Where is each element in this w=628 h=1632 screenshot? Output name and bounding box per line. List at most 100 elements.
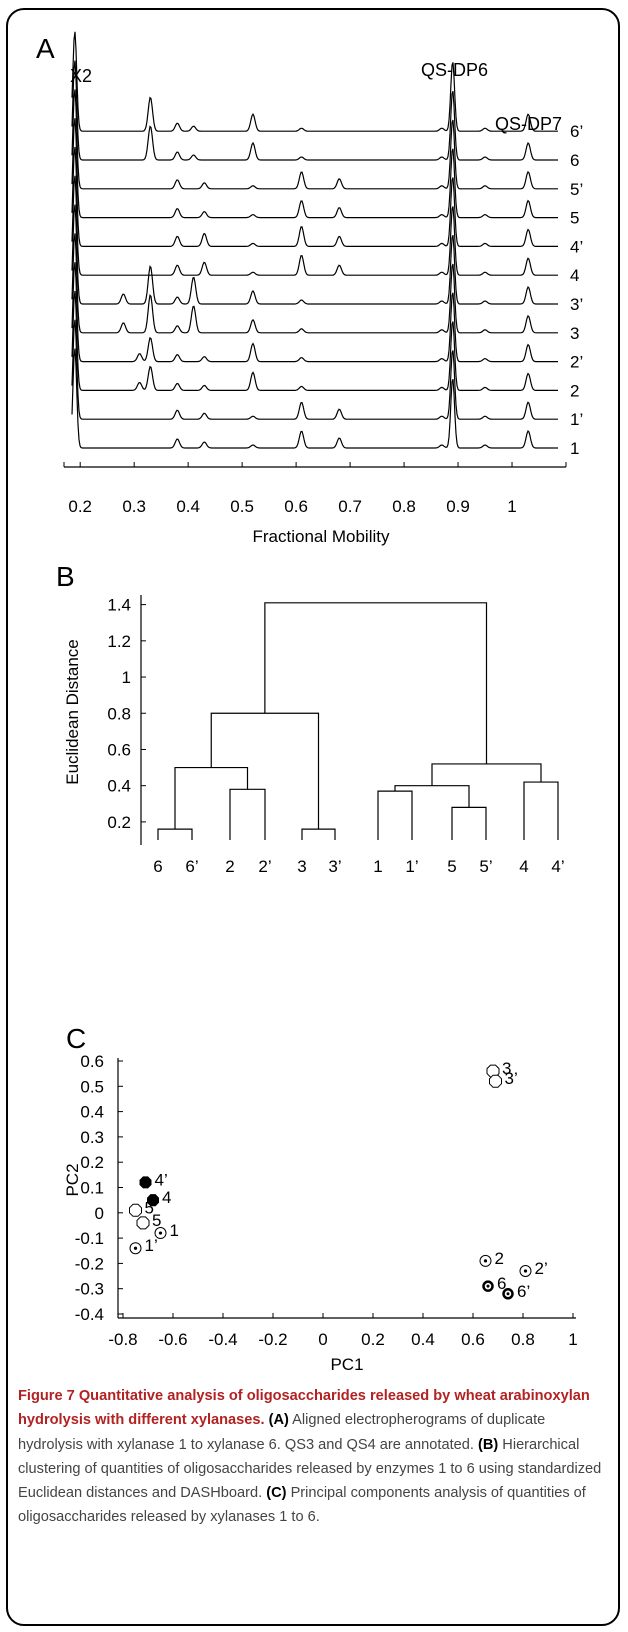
caption-c-label: (C) [266, 1485, 287, 1502]
figure-caption: Figure 7 Quantitative analysis of oligos… [18, 1384, 614, 1530]
x-tick-label: 0.6 [461, 1330, 485, 1349]
pca-point-5 [136, 1216, 150, 1230]
y-tick-label: 0.1 [80, 1179, 104, 1198]
trace-label-2’: 2’ [570, 353, 583, 372]
trace-label-6’: 6’ [570, 122, 583, 141]
peak-label-qs-dp6: QS-DP6 [421, 60, 488, 80]
panel-b-y-axis-label: Euclidean Distance [63, 639, 82, 785]
dendrogram-link [431, 763, 542, 786]
y-tick-label: 0.8 [107, 704, 131, 723]
y-tick-label: -0.1 [75, 1229, 104, 1248]
x-tick-label: 0.2 [361, 1330, 385, 1349]
y-tick-label: 0.4 [107, 777, 131, 796]
x-tick-label: 0.9 [446, 497, 470, 516]
dendrogram-link [210, 712, 320, 830]
x-tick-label: 0.4 [411, 1330, 435, 1349]
y-tick-label: 0.5 [80, 1077, 104, 1096]
y-tick-label: 0 [95, 1204, 104, 1223]
leaf-label-4: 4 [519, 857, 528, 876]
y-tick-label: 1.2 [107, 632, 131, 651]
dendrogram-link [174, 766, 249, 830]
leaf-label-1: 1 [373, 857, 382, 876]
trace-label-4: 4 [570, 266, 579, 285]
y-tick-label: 0.6 [107, 740, 131, 759]
pca-label-2’: 2’ [535, 1259, 548, 1278]
panel-a-x-axis: 0.2 0.3 0.4 0.5 0.6 0.7 0.8 0.9 1 [63, 462, 567, 516]
panel-a-label: A [36, 33, 55, 64]
pca-label-3’: 3’ [505, 1069, 518, 1088]
y-tick-label: 0.2 [80, 1153, 104, 1172]
trace-4 [71, 175, 558, 276]
pca-label-1: 1 [170, 1221, 179, 1240]
pca-label-6’: 6’ [517, 1282, 530, 1301]
trace-3’ [71, 204, 558, 305]
dendrogram-link [157, 828, 193, 840]
x-tick-label: 0.6 [284, 497, 308, 516]
y-tick-label: 1 [122, 668, 131, 687]
panel-b-label: B [56, 561, 75, 592]
y-tick-label: 0.6 [80, 1052, 104, 1071]
panel-c-x-axis-label: PC1 [330, 1355, 363, 1374]
y-tick-label: 0.3 [80, 1128, 104, 1147]
y-tick-label: -0.4 [75, 1305, 104, 1324]
x-tick-label: 0.8 [392, 497, 416, 516]
dendrogram-link [377, 790, 413, 840]
x-tick-label: 0.5 [230, 497, 254, 516]
dendrogram-leaf-labels: 6 6’ 2 2’ 3 3’ 1 1’ 5 5’ 4 4’ [153, 857, 564, 876]
figure-frame [6, 8, 620, 1626]
pca-point-2-center [483, 1259, 488, 1263]
leaf-label-5: 5 [447, 857, 456, 876]
pca-label-4’: 4’ [155, 1170, 168, 1189]
x-tick-label: -0.2 [258, 1330, 287, 1349]
trace-4’ [71, 146, 558, 247]
y-tick-label: -0.3 [75, 1280, 104, 1299]
caption-b-text: Hierarchical clustering of quantities of… [18, 1436, 602, 1502]
trace-label-5’: 5’ [570, 180, 583, 199]
x-tick-label: -0.8 [108, 1330, 137, 1349]
x-tick-label: 0 [318, 1330, 327, 1349]
leaf-label-6: 6 [153, 857, 162, 876]
trace-label-3’: 3’ [570, 295, 583, 314]
leaf-label-3’: 3’ [328, 857, 341, 876]
figure-charts: A X2 QS-DP6 QS-DP7 11’22’33’44’55’66’ 0.… [36, 31, 583, 1374]
pca-label-5’: 5’ [145, 1198, 158, 1217]
trace-label-3: 3 [570, 324, 579, 343]
leaf-label-4’: 4’ [551, 857, 564, 876]
caption-b-label: (B) [477, 1436, 499, 1453]
caption-a-text: Aligned electropherograms of duplicate h… [18, 1412, 546, 1453]
pca-label-1’: 1’ [145, 1236, 158, 1255]
x-tick-label: 0.2 [68, 497, 92, 516]
trace-label-6: 6 [570, 151, 579, 170]
dendrogram-link [451, 806, 487, 840]
trace-2’ [71, 262, 558, 363]
trace-3 [71, 233, 558, 334]
leaf-label-1’: 1’ [405, 857, 418, 876]
y-tick-label: 1.4 [107, 596, 131, 615]
pca-point-3’ [489, 1074, 502, 1088]
dendrogram-link [523, 781, 559, 840]
y-tick-label: -0.2 [75, 1254, 104, 1273]
x-tick-label: 0.8 [511, 1330, 535, 1349]
caption-a-label: (A) [268, 1412, 289, 1429]
leaf-label-2’: 2’ [258, 857, 271, 876]
panel-c-y-axis-label: PC2 [63, 1163, 82, 1196]
dendrogram [157, 602, 559, 840]
caption-title: Figure 7 Quantitative analysis of oligos… [18, 1388, 590, 1429]
panel-b-y-axis: 0.2 0.4 0.6 0.8 1 1.2 1.4 [107, 595, 146, 845]
y-tick-label: 0.4 [80, 1103, 104, 1122]
trace-2 [71, 290, 558, 391]
x-tick-label: 0.7 [338, 497, 362, 516]
dendrogram-link [264, 602, 488, 764]
x-tick-label: 0.3 [122, 497, 146, 516]
pca-point-6’-center [506, 1292, 510, 1296]
pca-label-5: 5 [152, 1211, 161, 1230]
pca-label-3: 3 [502, 1059, 511, 1078]
pca-point-6-center [486, 1284, 490, 1288]
trace-1 [71, 348, 558, 449]
x-tick-label: 1 [507, 497, 516, 516]
pca-point-2’-center [523, 1269, 528, 1273]
trace-label-4’: 4’ [570, 237, 583, 256]
pca-label-6: 6 [497, 1274, 506, 1293]
pca-point-1’-center [133, 1246, 138, 1250]
electropherogram-traces: 1 1’ 2 2’ 3 3’ 4 4’ 5 5’ 6 6’ [71, 31, 583, 458]
